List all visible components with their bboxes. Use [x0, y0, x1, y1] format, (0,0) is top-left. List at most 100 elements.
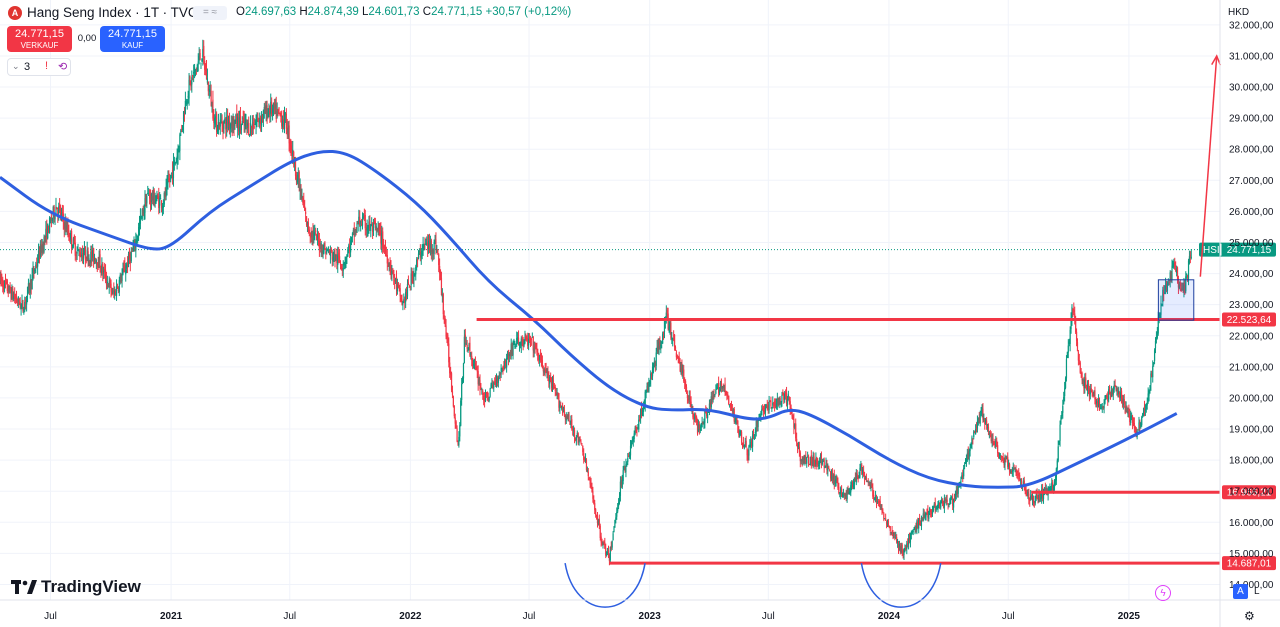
- candle-body: [1096, 401, 1098, 403]
- candle-body: [692, 408, 694, 418]
- candle-body: [211, 102, 213, 108]
- candle-body: [176, 155, 178, 162]
- candle-body: [54, 215, 56, 220]
- candle-body: [570, 420, 572, 425]
- symbol-title[interactable]: Hang Seng Index · 1T · TVC: [27, 5, 198, 20]
- candle-body: [69, 237, 71, 241]
- alert-icon[interactable]: !: [45, 60, 49, 72]
- candle-body: [143, 209, 145, 214]
- candle-body: [1131, 415, 1133, 418]
- candle-body: [847, 489, 849, 492]
- candle-body: [325, 251, 327, 254]
- candle-body: [489, 388, 491, 397]
- candle-body: [339, 262, 342, 266]
- candle-body: [556, 393, 558, 396]
- candle-body: [128, 252, 131, 259]
- candle-body: [851, 482, 853, 485]
- buy-button[interactable]: 24.771,15 KAUF: [100, 26, 165, 52]
- candle-body: [816, 457, 818, 465]
- candle-body: [956, 488, 958, 495]
- candle-body: [1142, 408, 1145, 415]
- candle-body: [184, 100, 186, 114]
- candle-body: [1073, 309, 1075, 313]
- compare-icon[interactable]: = ≈: [193, 6, 227, 20]
- candle-body: [93, 258, 96, 261]
- candle-body: [729, 404, 732, 406]
- last-price-tag: [1199, 242, 1276, 257]
- candle-body: [653, 361, 655, 368]
- candle-body: [1097, 399, 1100, 408]
- candle-body: [938, 503, 940, 506]
- candle-body: [156, 194, 158, 200]
- candle-body: [662, 332, 665, 334]
- candle-body: [545, 369, 547, 373]
- candle-body: [974, 431, 976, 433]
- time-axis[interactable]: Jul 2021 Jul 2022 Jul 2023 Jul 2024 Jul 2025: [0, 599, 1280, 622]
- candle-body: [1181, 288, 1183, 290]
- candle-body: [99, 254, 101, 270]
- candle-body: [257, 116, 259, 118]
- candle-body: [563, 410, 566, 416]
- y-tick-label: 20.000,00: [1229, 393, 1274, 404]
- target-arrow-head: [1211, 54, 1222, 66]
- candle-body: [875, 495, 878, 503]
- candle-body: [853, 477, 856, 484]
- candle-body: [878, 501, 880, 503]
- candle-body: [908, 536, 911, 543]
- candle-body: [810, 455, 812, 463]
- log-scale-button[interactable]: L: [1254, 586, 1260, 597]
- candle-body: [329, 249, 332, 256]
- candle-body: [927, 510, 929, 518]
- candle-body: [1094, 390, 1096, 400]
- candle-body: [299, 187, 301, 191]
- candle-body: [282, 119, 285, 125]
- candle-body: [274, 104, 276, 109]
- candle-body: [351, 233, 354, 235]
- candle-body: [56, 207, 58, 210]
- candle-body: [71, 247, 74, 249]
- candle-body: [886, 521, 889, 524]
- auto-scale-button[interactable]: A: [1233, 584, 1248, 599]
- candle-body: [741, 443, 744, 445]
- candle-body: [230, 123, 232, 126]
- candle-body: [860, 466, 862, 468]
- sell-button[interactable]: 24.771,15 VERKAUF: [7, 26, 72, 52]
- candle-body: [440, 277, 443, 296]
- candle-body: [455, 421, 457, 429]
- currency-label[interactable]: HKD: [1228, 7, 1250, 18]
- candle-body: [189, 76, 191, 82]
- price-axis[interactable]: 14.000,00 15.000,00 16.000,00 17.000,00 18.0…: [1219, 0, 1274, 627]
- bolt-icon[interactable]: ϟ: [1155, 585, 1171, 601]
- candle-body: [884, 518, 886, 520]
- candle-body: [79, 252, 81, 257]
- candle-body: [181, 129, 183, 131]
- buy-label: KAUF: [121, 41, 144, 50]
- ma-line: [0, 149, 1178, 489]
- candle-body: [640, 408, 643, 417]
- candle-body: [967, 452, 969, 460]
- candle-body: [414, 273, 416, 275]
- gear-icon[interactable]: ⚙: [1244, 609, 1255, 623]
- candle-body: [594, 503, 596, 511]
- candle-body: [1067, 345, 1069, 353]
- level-tag: [1222, 485, 1276, 500]
- candle-body: [175, 161, 177, 164]
- candle-body: [1080, 372, 1082, 374]
- candle-body: [979, 413, 981, 424]
- candle-body: [871, 483, 873, 488]
- candle-body: [1107, 396, 1109, 402]
- candle-body: [965, 459, 968, 464]
- candle-body: [190, 81, 192, 87]
- candle-body: [829, 471, 832, 479]
- candle-body: [852, 483, 855, 487]
- candle-body: [146, 196, 148, 204]
- candle-body: [981, 410, 983, 414]
- candle-body: [523, 341, 525, 346]
- sync-icon[interactable]: ⟲: [58, 61, 68, 73]
- candle-body: [169, 180, 171, 182]
- candle-body: [243, 117, 245, 125]
- candle-body: [112, 290, 114, 293]
- indicators-toggle[interactable]: ⌄ 3 ! ⟲: [7, 58, 71, 76]
- candle-body: [425, 244, 427, 246]
